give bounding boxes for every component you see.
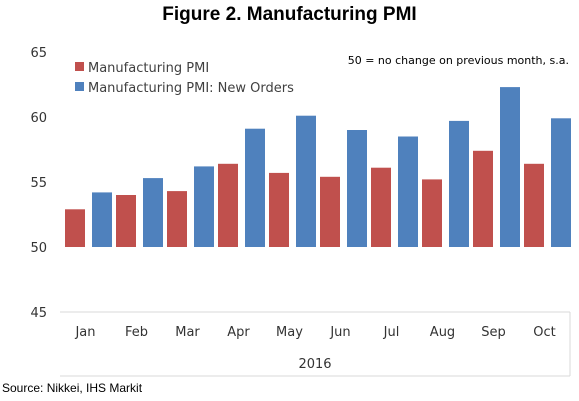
x-tick-label: Oct — [533, 325, 555, 340]
bar-pmi — [116, 195, 136, 247]
bar-pmi — [218, 163, 238, 247]
x-tick-label: Aug — [430, 325, 455, 340]
x-tick-label: May — [276, 325, 303, 340]
bar-pmi — [422, 179, 442, 247]
bar-pmi — [524, 163, 544, 247]
bar-new-orders — [92, 192, 112, 247]
bar-pmi — [167, 191, 187, 247]
y-axis: 65 60 55 50 45 — [30, 46, 47, 321]
legend-label: Manufacturing PMI: New Orders — [88, 81, 294, 96]
x-tick-label: Apr — [227, 325, 250, 340]
bar-new-orders — [347, 130, 367, 247]
source-note: Source: Nikkei, IHS Markit — [2, 381, 143, 395]
bar-new-orders — [245, 128, 265, 247]
legend-swatch — [75, 62, 84, 71]
bar-new-orders — [551, 118, 571, 247]
bar-pmi — [269, 172, 289, 247]
y-tick-label: 45 — [30, 306, 47, 321]
year-label: 2016 — [298, 357, 331, 372]
y-tick-label: 65 — [30, 46, 47, 61]
x-tick-label: Jul — [383, 325, 400, 340]
bar-new-orders — [143, 178, 163, 247]
y-tick-label: 50 — [30, 241, 47, 256]
bar-new-orders — [296, 115, 316, 247]
legend-swatch — [75, 82, 84, 91]
x-tick-label: Feb — [125, 325, 148, 340]
x-tick-label: Sep — [481, 325, 506, 340]
bar-new-orders — [398, 136, 418, 247]
bar-pmi — [65, 209, 85, 247]
bar-new-orders — [500, 87, 520, 247]
x-axis: Jan Feb Mar Apr May Jun Jul Aug Sep Oct — [74, 325, 555, 340]
bar-pmi — [320, 176, 340, 247]
y-tick-label: 60 — [30, 111, 47, 126]
bar-pmi — [473, 150, 493, 247]
legend-label: Manufacturing PMI — [88, 61, 209, 76]
chart-note: 50 = no change on previous month, s.a. — [348, 54, 569, 67]
bar-pmi — [371, 167, 391, 247]
bar-new-orders — [449, 120, 469, 247]
x-tick-label: Mar — [175, 325, 200, 340]
legend: Manufacturing PMI Manufacturing PMI: New … — [75, 61, 294, 96]
x-tick-label: Jan — [74, 325, 95, 340]
bar-group — [65, 87, 571, 247]
chart-title: Figure 2. Manufacturing PMI — [162, 4, 417, 25]
bar-new-orders — [194, 166, 214, 247]
y-tick-label: 55 — [30, 176, 47, 191]
x-tick-label: Jun — [329, 325, 350, 340]
